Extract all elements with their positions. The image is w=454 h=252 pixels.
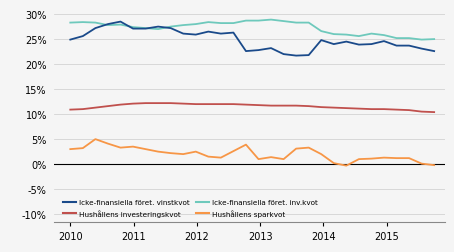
Legend: Icke-finansiella föret. vinstkvot, Hushållens investeringskvot, Icke-finansiella: Icke-finansiella föret. vinstkvot, Hushå… — [62, 198, 319, 218]
